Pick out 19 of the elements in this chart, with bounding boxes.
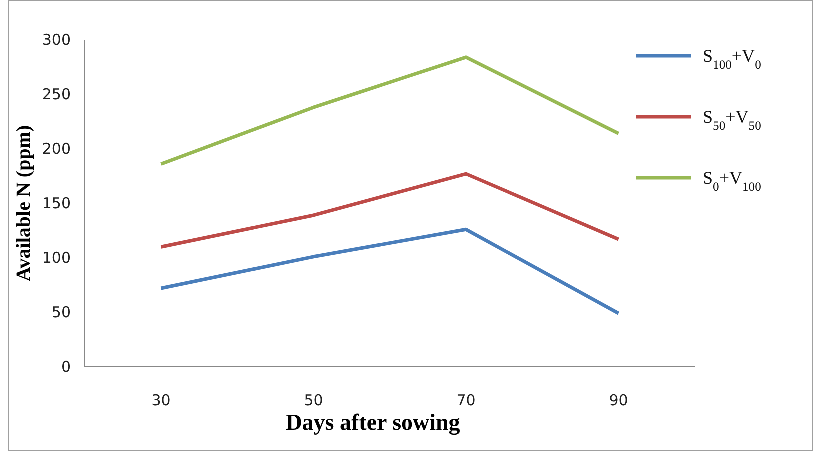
line-series — [160, 56, 620, 166]
x-tick-label: 30 — [152, 392, 171, 410]
legend-label: S$_{100}$+V$_{0}$ — [703, 46, 762, 72]
x-axis-title: Days after sowing — [286, 410, 461, 436]
y-tick-label: 150 — [42, 194, 71, 212]
legend-label: S$_{0}$+V$_{100}$ — [703, 168, 762, 194]
legend-label: S$_{50}$+V$_{50}$ — [703, 107, 762, 133]
x-tick-label: 90 — [609, 392, 628, 410]
x-tick-label: 50 — [304, 392, 324, 410]
y-tick-label: 100 — [42, 248, 71, 267]
y-tick-label: 0 — [61, 358, 71, 376]
y-tick-label: 300 — [42, 30, 71, 49]
line-series — [160, 172, 620, 249]
line-series — [160, 228, 620, 316]
x-tick-label: 70 — [456, 392, 476, 410]
y-axis-title: Available N (ppm) — [13, 125, 35, 282]
y-tick-label: 250 — [42, 85, 71, 104]
y-tick-label: 50 — [52, 303, 71, 322]
y-tick-label: 200 — [42, 140, 71, 158]
